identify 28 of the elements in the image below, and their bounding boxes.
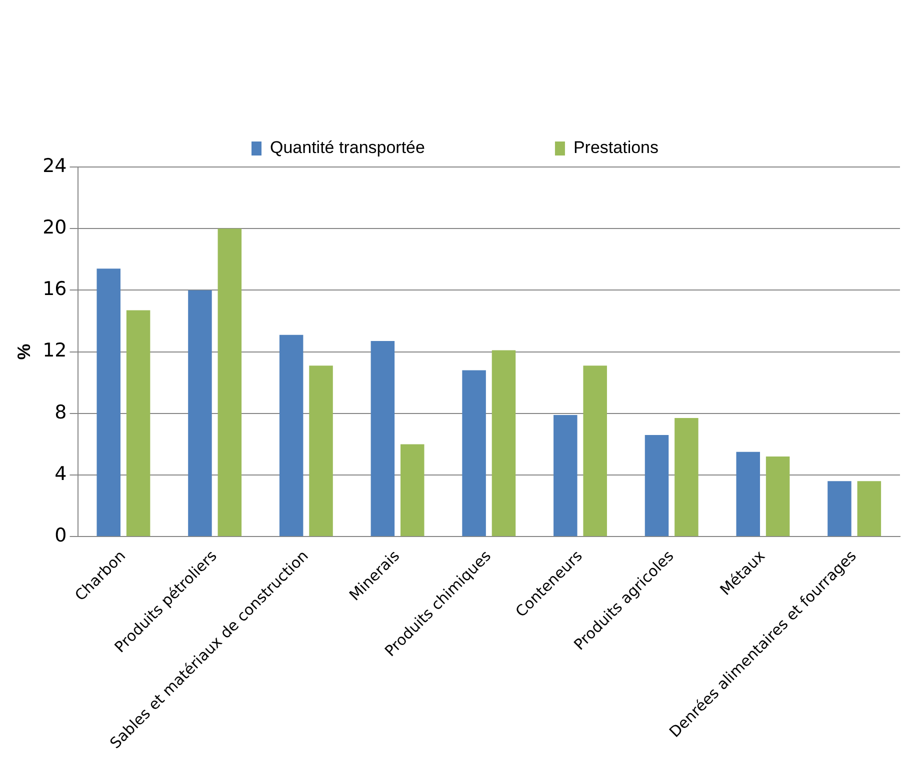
bar: [370, 341, 395, 536]
y-tick-label: 12: [42, 340, 67, 362]
bar: [309, 366, 333, 536]
bar: [766, 456, 790, 536]
legend-label: Prestations: [573, 138, 659, 158]
y-tick-label: 0: [54, 524, 67, 547]
bar: [644, 434, 669, 536]
y-tick-label: 20: [42, 216, 67, 239]
bar: [674, 418, 698, 536]
y-tick-label: 4: [54, 462, 67, 485]
bar: [400, 444, 424, 536]
y-tick-label: 8: [54, 401, 67, 424]
bar: [857, 481, 882, 536]
bar: [126, 310, 150, 536]
legend-label: Quantité transportée: [270, 138, 425, 158]
bar: [279, 334, 304, 536]
bar: [554, 414, 578, 536]
bar: [828, 481, 852, 536]
bar: [462, 370, 486, 536]
bar: [96, 268, 120, 536]
y-tick-label: 24: [42, 154, 67, 177]
bar: [188, 290, 212, 536]
bar: [583, 366, 607, 536]
y-tick-label: 16: [42, 278, 67, 300]
bar: [218, 228, 242, 536]
bar: [492, 350, 516, 536]
y-axis-title: %: [14, 344, 34, 360]
bar: [736, 452, 760, 536]
